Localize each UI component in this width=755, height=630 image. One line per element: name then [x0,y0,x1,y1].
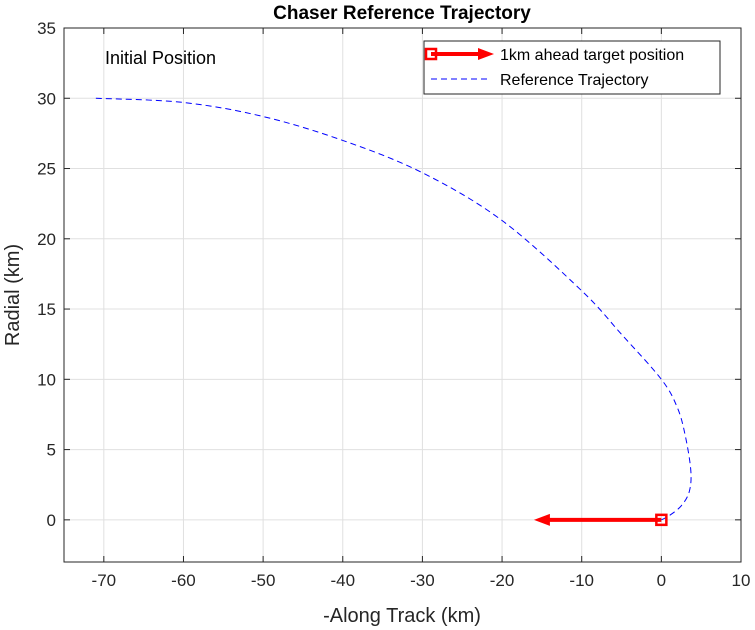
x-tick-label: -20 [490,571,515,590]
chart-title: Chaser Reference Trajectory [273,3,531,24]
x-axis-label: -Along Track (km) [323,605,481,627]
series [95,97,692,527]
target-arrow-head [533,513,550,526]
y-axis-label: Radial (km) [2,244,24,346]
y-tick-label: 35 [37,19,56,38]
ticks: -70 -60 -50 -40 -30 -20 -10 0 10 0 5 10 15 20 25 30 35 [37,19,750,590]
x-tick-label: -40 [330,571,355,590]
reference-trajectory-line [95,97,692,521]
legend-box [423,40,721,95]
plot-frame [63,27,742,563]
initial-position-annotation: Initial Position [105,48,216,68]
y-tick-label: 5 [47,441,56,460]
x-tick-label: -60 [171,571,196,590]
legend: 1km ahead target position Reference Traj… [423,40,721,95]
plot-area [64,28,741,562]
legend-label-trajectory: Reference Trajectory [500,72,649,89]
y-tick-label: 15 [37,300,56,319]
x-tick-label: -30 [410,571,435,590]
legend-label-target: 1km ahead target position [500,47,684,64]
x-tick-label: 0 [657,571,666,590]
y-tick-label: 30 [37,89,56,108]
x-tick-label: 10 [732,571,751,590]
y-tick-label: 10 [37,370,56,389]
x-tick-label: -70 [92,571,117,590]
target-marker [655,513,668,527]
x-tick-label: -50 [251,571,276,590]
y-tick-label: 0 [47,511,56,530]
x-tick-label: -10 [569,571,594,590]
y-tick-label: 25 [37,160,56,179]
y-tick-label: 20 [37,230,56,249]
legend-arrow-icon [424,47,494,61]
